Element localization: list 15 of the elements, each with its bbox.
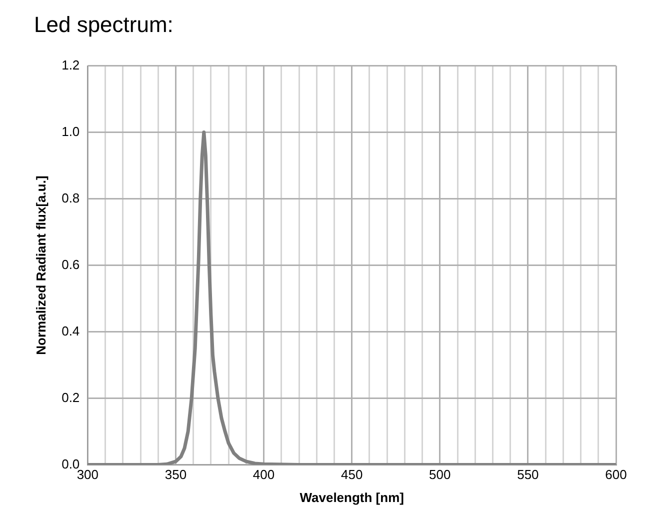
y-tick-label: 1.2 [62, 57, 80, 72]
x-tick-label: 350 [164, 467, 187, 482]
y-axis-title: Normalized Radiant flux[a.u.] [33, 176, 48, 355]
y-tick-label: 0.6 [62, 256, 80, 272]
y-tick-label: 0.2 [62, 390, 80, 405]
y-tick-label: 1.0 [62, 124, 80, 139]
y-tick-label: 0.4 [62, 323, 80, 338]
x-tick-label: 500 [429, 467, 451, 482]
x-tick-label: 400 [252, 467, 275, 482]
x-tick-label: 450 [340, 467, 363, 482]
y-tick-label: 0.8 [62, 190, 80, 206]
x-axis-title: Wavelength [nm] [300, 490, 404, 505]
x-tick-label: 550 [517, 467, 539, 482]
chart-title: Led spectrum: [34, 12, 174, 38]
x-tick-label: 600 [605, 467, 627, 482]
